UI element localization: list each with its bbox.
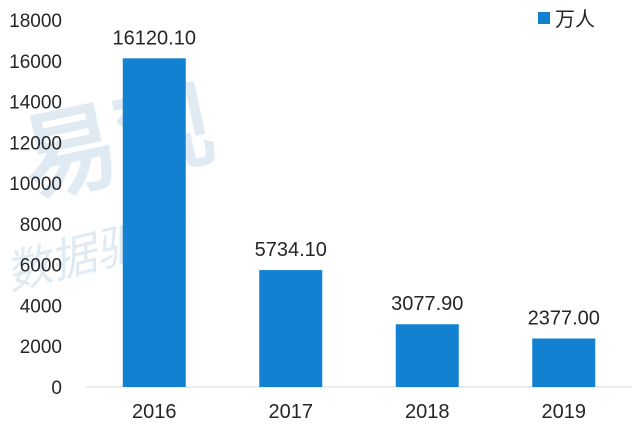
y-tick-label: 8000 [20, 215, 62, 236]
x-tick-label: 2017 [269, 401, 314, 423]
data-label: 5734.10 [255, 239, 327, 261]
y-tick-label: 12000 [9, 133, 62, 154]
bar [122, 58, 186, 387]
data-label: 3077.90 [391, 293, 463, 315]
y-tick-label: 10000 [9, 174, 62, 195]
y-tick-label: 6000 [20, 256, 62, 277]
y-tick-label: 18000 [9, 11, 62, 32]
bar [532, 338, 596, 387]
x-tick-label: 2018 [405, 401, 450, 423]
y-tick-label: 0 [51, 378, 62, 399]
y-tick-label: 16000 [9, 52, 62, 73]
data-label: 2377.00 [528, 308, 600, 330]
legend-label: 万人 [555, 8, 595, 31]
x-tick-label: 2016 [132, 401, 177, 423]
x-axis: 2016 2017 2018 2019 [132, 401, 586, 423]
y-tick-label: 14000 [9, 93, 62, 114]
y-axis: 0 2000 4000 6000 8000 10000 12000 14000 16000 180… [9, 11, 62, 399]
bar [259, 270, 323, 387]
bar-series [122, 58, 596, 387]
y-tick-label: 2000 [20, 337, 62, 358]
data-label: 16120.10 [113, 27, 196, 49]
y-tick-label: 4000 [20, 296, 62, 317]
legend-swatch [538, 12, 550, 24]
legend: 万人 [538, 8, 595, 31]
x-tick-label: 2019 [542, 401, 587, 423]
data-labels: 16120.10 5734.10 3077.90 2377.00 [113, 27, 600, 329]
bar [395, 324, 459, 387]
